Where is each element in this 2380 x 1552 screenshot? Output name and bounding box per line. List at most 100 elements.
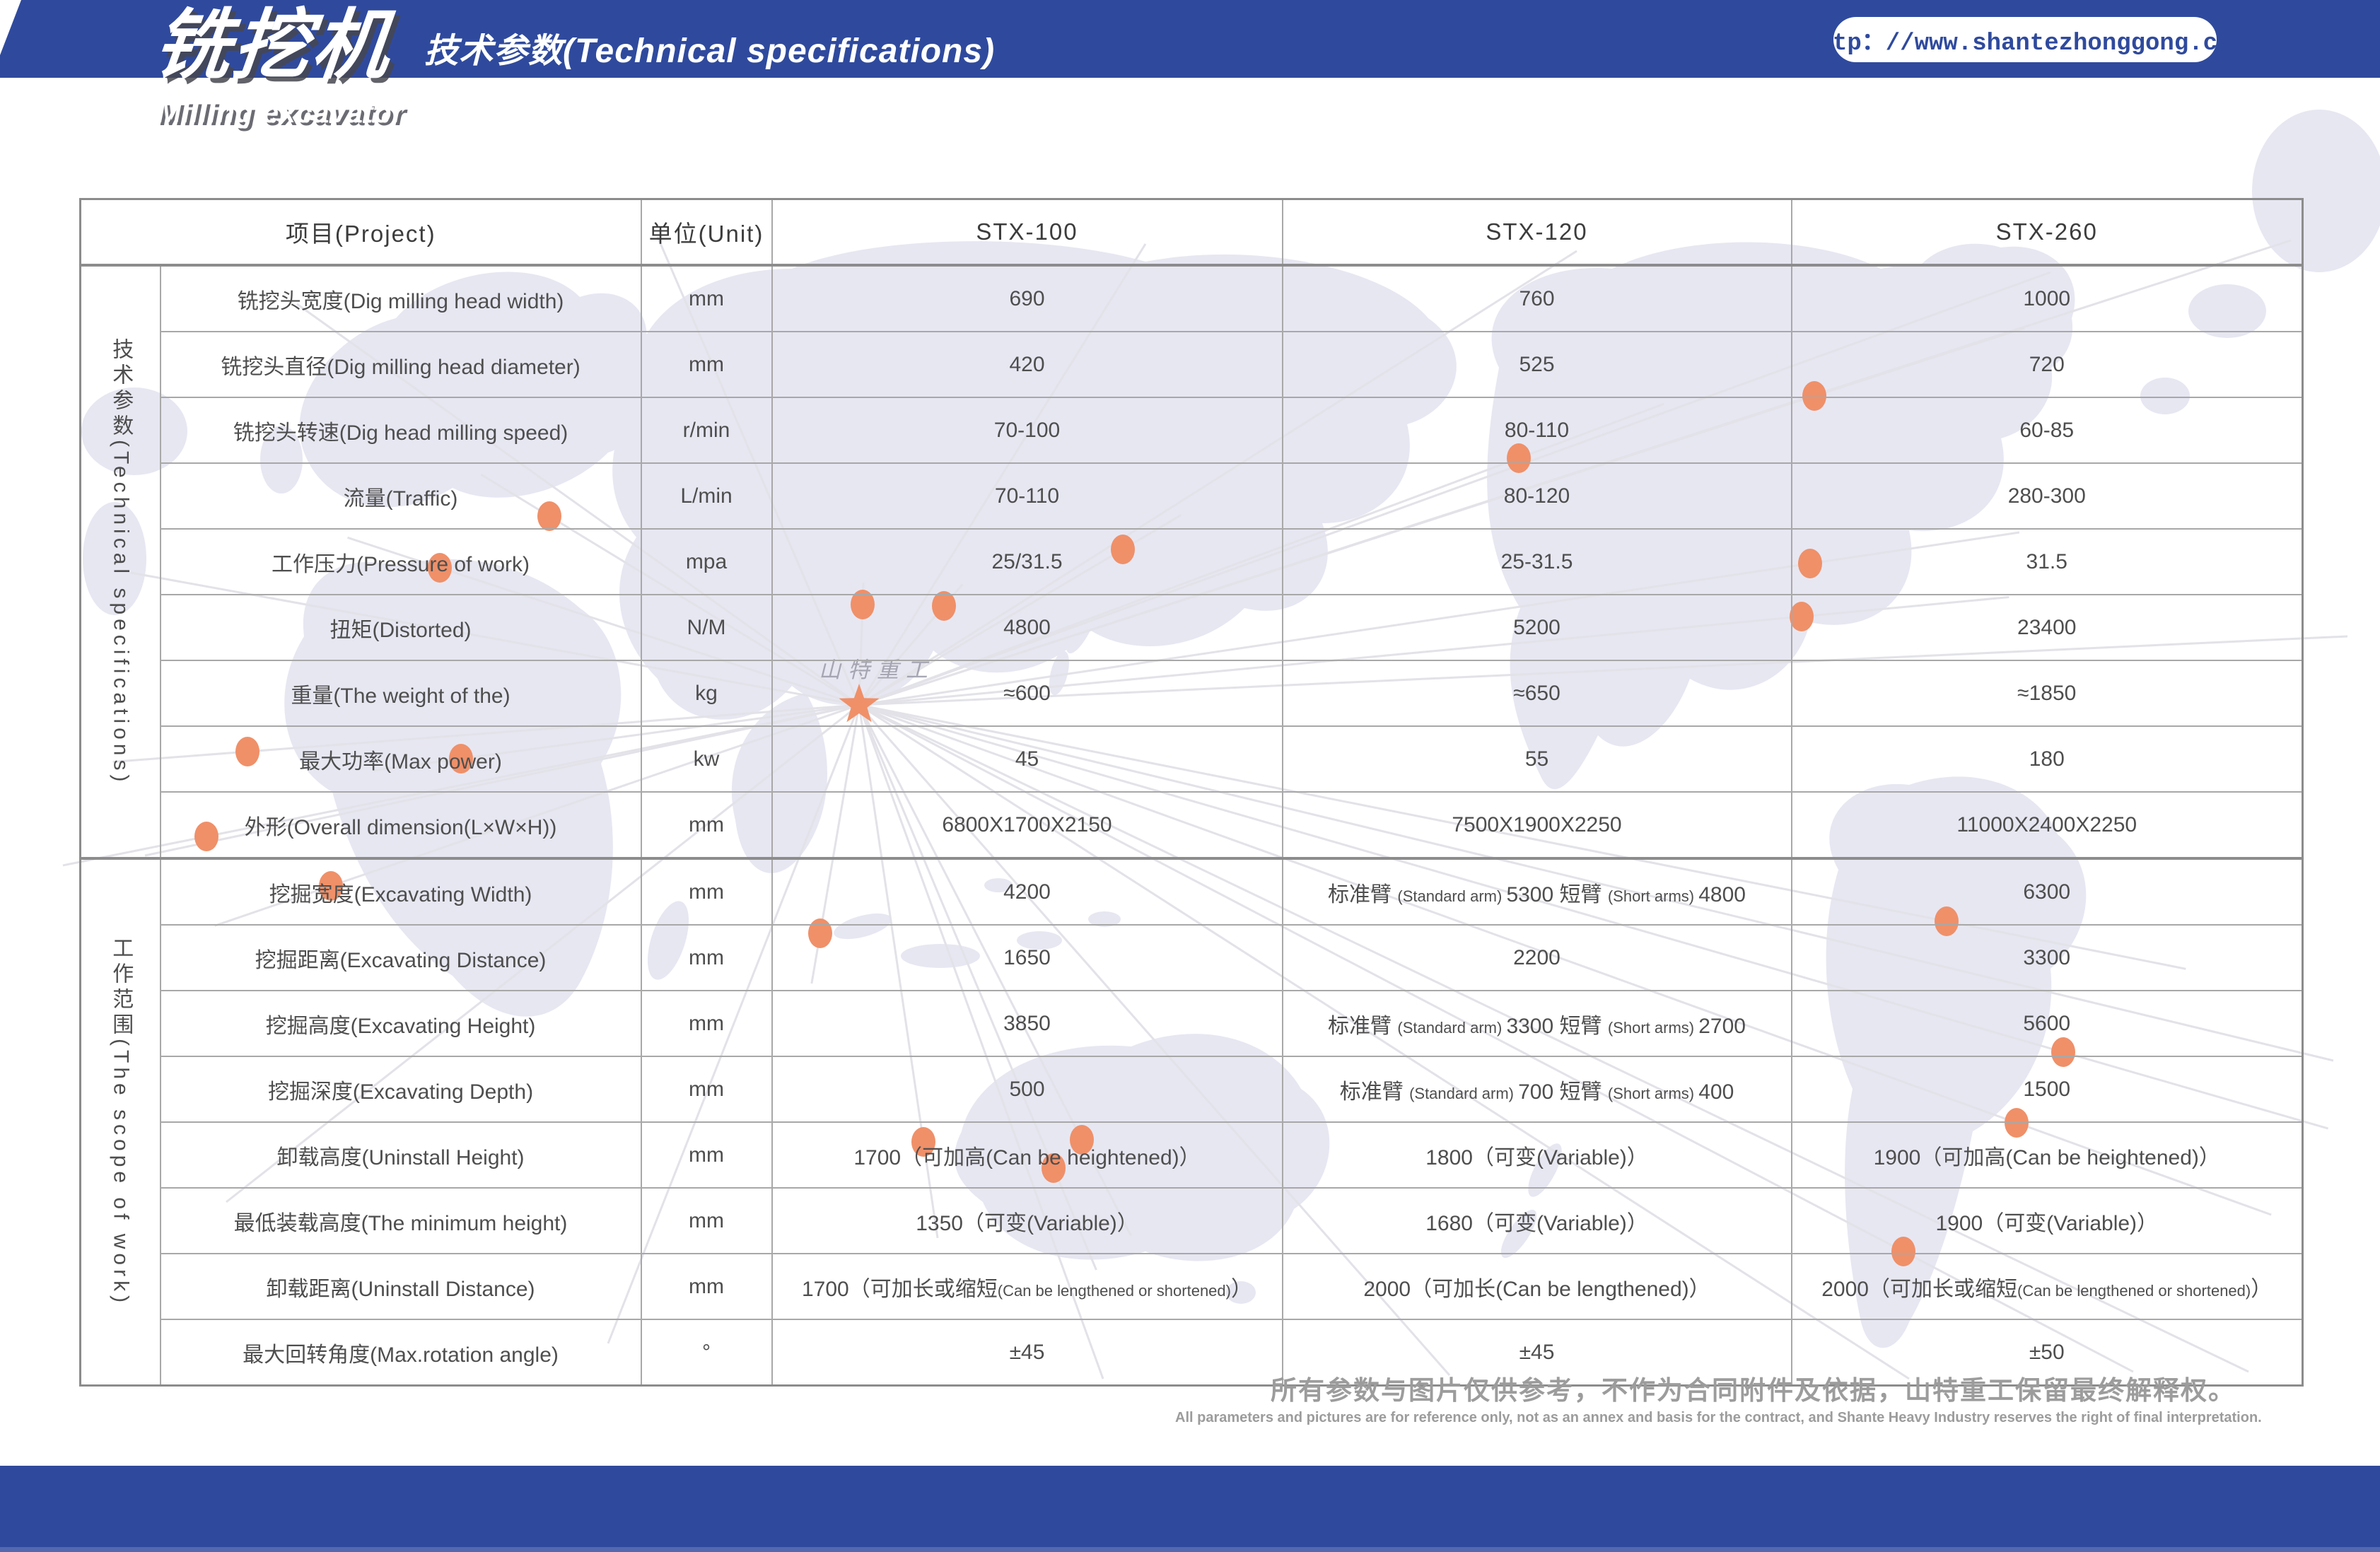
value-cell-stx-260: 23400 (1790, 594, 2304, 661)
value-cell-stx-100: ≈600 (771, 660, 1283, 727)
page-title: 技术参数(Technical specifications) (424, 33, 996, 70)
value-cell-stx-260: 720 (1790, 331, 2304, 398)
unit-cell: mm (640, 857, 773, 926)
logo-english: Milling excavator (157, 96, 404, 129)
param-name-cell: 最大回转角度(Max.rotation angle) (159, 1319, 642, 1387)
unit-cell: mm (640, 990, 773, 1057)
value-cell-stx-100: 6800X1700X2150 (771, 791, 1283, 859)
value-cell-stx-120: 2200 (1281, 924, 1792, 991)
param-name-cell: 挖掘高度(Excavating Height) (159, 990, 642, 1057)
table-row: 扭矩(Distorted) N/M 4800 5200 23400 (81, 594, 2304, 661)
value-cell-stx-120: 7500X1900X2250 (1281, 791, 1792, 859)
disclaimer: 所有参数与图片仅供参考，不作为合同附件及依据，山特重工保留最终解释权。 All … (1175, 1375, 2262, 1428)
footer-accent-strip (0, 1547, 2380, 1552)
value-cell-stx-260: 1900（可变(Variable)） (1790, 1187, 2304, 1254)
value-cell-stx-120: 1800（可变(Variable)） (1281, 1121, 1792, 1189)
value-cell-stx-120: 80-120 (1281, 462, 1792, 530)
disclaimer-chinese: 所有参数与图片仅供参考，不作为合同附件及依据，山特重工保留最终解释权。 (1271, 1376, 2236, 1405)
value-cell-stx-260: 280-300 (1790, 462, 2304, 530)
value-cell-stx-260: 31.5 (1790, 528, 2304, 595)
param-name-cell: 扭矩(Distorted) (159, 594, 642, 661)
unit-cell: mm (640, 791, 773, 859)
value-cell-stx-100: 420 (771, 331, 1283, 398)
value-cell-stx-120: 标准臂 (Standard arm) 3300 短臂 (Short arms) … (1281, 990, 1792, 1057)
value-cell-stx-260: ≈1850 (1790, 660, 2304, 727)
value-cell-stx-260: 6300 (1790, 857, 2304, 926)
param-name-cell: 最低装载高度(The minimum height) (159, 1187, 642, 1254)
table-row: 挖掘高度(Excavating Height) mm 3850 标准臂 (Standa… (81, 990, 2304, 1057)
table-header-row: 项目(Project) 单位(Unit) STX-100 STX-120 STX… (79, 198, 2304, 267)
col-header-project: 项目(Project) (79, 198, 642, 267)
unit-cell: mm (640, 264, 773, 332)
table-row: 卸载高度(Uninstall Height) mm 1700（可加高(Can be … (81, 1121, 2304, 1189)
param-name-cell: 卸载高度(Uninstall Height) (159, 1121, 642, 1189)
table-row: 流量(Traffic) L/min 70-110 80-120 280-300 (81, 462, 2304, 530)
disclaimer-english: All parameters and pictures are for refe… (1175, 1410, 2262, 1425)
group-label: 技术参数(Technical specifications) (79, 264, 161, 859)
param-name-cell: 工作压力(Pressure of work) (159, 528, 642, 595)
value-cell-stx-100: 690 (771, 264, 1283, 332)
unit-cell: mm (640, 1253, 773, 1320)
value-cell-stx-120: 2000（可加长(Can be lengthened)） (1281, 1253, 1792, 1320)
param-name-cell: 挖掘距离(Excavating Distance) (159, 924, 642, 991)
unit-cell: kw (640, 725, 773, 793)
value-cell-stx-260: 1900（可加高(Can be heightened)） (1790, 1121, 2304, 1189)
param-name-cell: 卸载距离(Uninstall Distance) (159, 1253, 642, 1320)
value-cell-stx-260: 1000 (1790, 264, 2304, 332)
table-row: 卸载距离(Uninstall Distance) mm 1700（可加长或缩短(Ca… (81, 1253, 2304, 1320)
value-cell-stx-120: 80-110 (1281, 397, 1792, 464)
value-cell-stx-100: 4800 (771, 594, 1283, 661)
value-cell-stx-100: 1700（可加长或缩短(Can be lengthened or shorten… (771, 1253, 1283, 1320)
table-row: 挖掘距离(Excavating Distance) mm 1650 2200 3300 (81, 924, 2304, 991)
table-row: 最大功率(Max power) kw 45 55 180 (81, 725, 2304, 793)
value-cell-stx-120: 525 (1281, 331, 1792, 398)
unit-cell: mm (640, 331, 773, 398)
table-row: 工作压力(Pressure of work) mpa 25/31.5 25-31.5 3… (81, 528, 2304, 595)
value-cell-stx-260: ±50 (1790, 1319, 2304, 1387)
value-cell-stx-100: 3850 (771, 990, 1283, 1057)
col-header-stx-100: STX-100 (771, 198, 1283, 267)
value-cell-stx-120: 25-31.5 (1281, 528, 1792, 595)
spec-table-body: 项目(Project) 单位(Unit) STX-100 STX-120 STX… (79, 198, 2304, 1387)
unit-cell: r/min (640, 397, 773, 464)
table-row: 挖掘深度(Excavating Depth) mm 500 标准臂 (Standard… (81, 1056, 2304, 1123)
value-cell-stx-260: 60-85 (1790, 397, 2304, 464)
unit-cell: mm (640, 1187, 773, 1254)
value-cell-stx-260: 3300 (1790, 924, 2304, 991)
website-url-pill[interactable]: Http：//www.shantezhonggong.com (1804, 17, 2246, 62)
logo-chinese: 铣挖机 (149, 2, 397, 88)
value-cell-stx-120: ±45 (1281, 1319, 1792, 1387)
param-name-cell: 铣挖头转速(Dig head milling speed) (159, 397, 642, 464)
value-cell-stx-100: 45 (771, 725, 1283, 793)
unit-cell: mm (640, 1056, 773, 1123)
value-cell-stx-120: 标准臂 (Standard arm) 700 短臂 (Short arms) 4… (1281, 1056, 1792, 1123)
param-name-cell: 流量(Traffic) (159, 462, 642, 530)
param-name-cell: 铣挖头直径(Dig milling head diameter) (159, 331, 642, 398)
unit-cell: mm (640, 924, 773, 991)
value-cell-stx-100: 70-100 (771, 397, 1283, 464)
value-cell-stx-100: 4200 (771, 857, 1283, 926)
spec-table: 项目(Project) 单位(Unit) STX-100 STX-120 STX… (79, 198, 2304, 1387)
param-name-cell: 重量(The weight of the) (159, 660, 642, 727)
param-name-cell: 外形(Overall dimension(L×W×H)) (159, 791, 642, 859)
unit-cell: L/min (640, 462, 773, 530)
table-row: 最大回转角度(Max.rotation angle) ° ±45 ±45 ±50 (81, 1319, 2304, 1387)
value-cell-stx-120: 55 (1281, 725, 1792, 793)
table-row: 技术参数(Technical specifications) 铣挖头宽度(Dig … (79, 264, 2304, 859)
param-name-cell: 最大功率(Max power) (159, 725, 642, 793)
table-row: 最低装载高度(The minimum height) mm 1350（可变(Vari… (81, 1187, 2304, 1254)
col-header-stx-260: STX-260 (1790, 198, 2304, 267)
value-cell-stx-120: ≈650 (1281, 660, 1792, 727)
value-cell-stx-260: 1500 (1790, 1056, 2304, 1123)
value-cell-stx-260: 180 (1790, 725, 2304, 793)
col-header-unit: 单位(Unit) (640, 198, 773, 267)
table-row: 工作范围(The scope of work) 挖掘宽度(Excavating W… (79, 857, 2304, 1387)
unit-cell: mm (640, 1121, 773, 1189)
website-url-text: Http：//www.shantezhonggong.com (1804, 30, 2246, 57)
value-cell-stx-100: 1350（可变(Variable)） (771, 1187, 1283, 1254)
unit-cell: kg (640, 660, 773, 727)
value-cell-stx-120: 760 (1281, 264, 1792, 332)
table-row: 外形(Overall dimension(L×W×H)) mm 6800X1700X… (81, 791, 2304, 859)
unit-cell: mpa (640, 528, 773, 595)
